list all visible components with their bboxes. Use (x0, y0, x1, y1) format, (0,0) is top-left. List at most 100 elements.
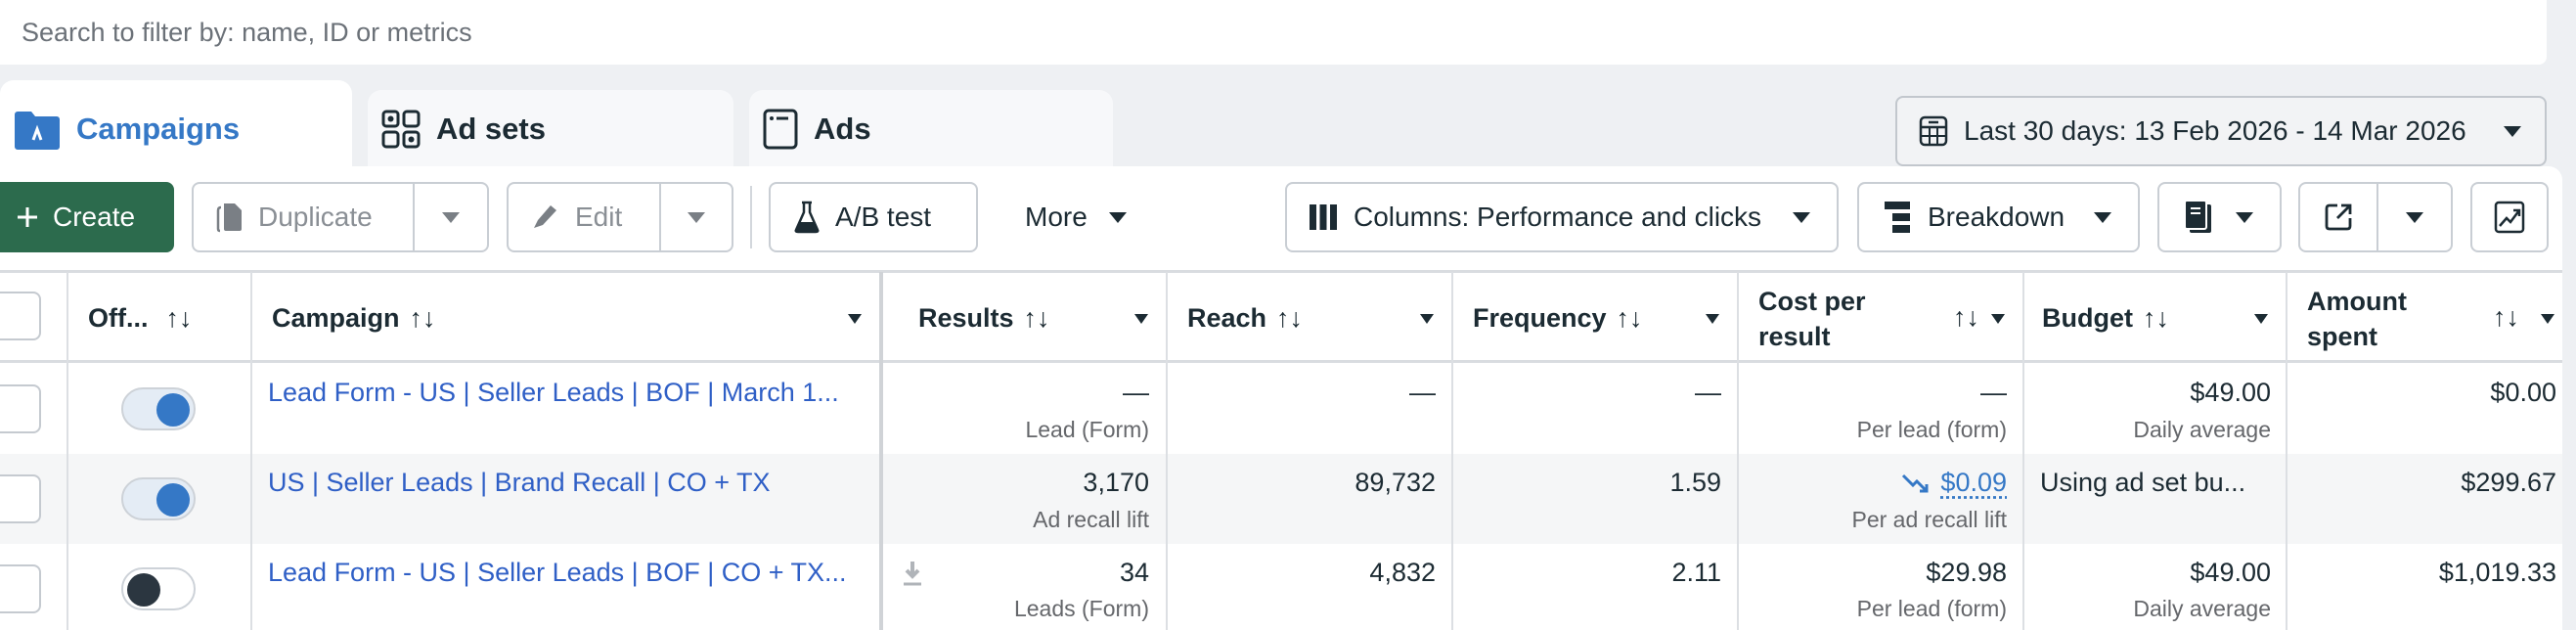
ab-test-button[interactable]: A/B test (769, 182, 978, 252)
toolbar-divider (750, 186, 752, 248)
sort-icon[interactable]: ↑↓ (165, 303, 193, 333)
column-header-off-on[interactable]: Off... ↑↓ (88, 303, 193, 333)
results-value: 34 (1119, 558, 1149, 587)
campaign-toggle[interactable] (121, 477, 196, 520)
campaign-toggle[interactable] (121, 387, 196, 430)
vertical-scrollbar[interactable] (2562, 166, 2576, 630)
ad-sets-grid-icon (381, 110, 421, 149)
column-menu-icon[interactable] (1134, 314, 1148, 324)
search-input[interactable] (0, 0, 2547, 65)
campaign-folder-icon (15, 112, 60, 150)
sort-icon[interactable]: ↑↓ (1953, 302, 1979, 332)
cost-value-link[interactable]: $0.09 (1940, 468, 2007, 497)
column-header-amount-spent[interactable]: Amount spent ↑↓ (2287, 275, 2562, 362)
column-menu-icon[interactable] (1991, 314, 2005, 324)
cost-type: Per lead (form) (1856, 596, 2007, 621)
export-dropdown[interactable] (2378, 184, 2451, 250)
column-header-campaign[interactable]: Campaign ↑↓ (252, 275, 879, 362)
export-button[interactable] (2300, 184, 2376, 250)
edit-button[interactable]: Edit (509, 202, 659, 233)
cost-value: — (1980, 378, 2007, 407)
frequency-value: — (1695, 378, 1721, 407)
tab-campaigns[interactable]: Campaigns (0, 80, 352, 178)
campaign-toggle[interactable] (121, 567, 196, 610)
flask-icon (794, 201, 820, 234)
budget-value[interactable]: $49.00 (2190, 378, 2271, 407)
budget-value[interactable]: $49.00 (2190, 558, 2271, 587)
row-checkbox[interactable] (0, 474, 41, 523)
campaign-name-link[interactable]: Lead Form - US | Seller Leads | BOF | CO… (268, 558, 847, 587)
frequency-value: 1.59 (1669, 468, 1721, 497)
sort-icon[interactable]: ↑↓ (2493, 302, 2519, 332)
column-menu-icon[interactable] (848, 314, 862, 324)
pencil-icon (534, 205, 556, 228)
budget-value[interactable]: Using ad set bu... (2040, 468, 2246, 497)
column-menu-icon[interactable] (1420, 314, 1434, 324)
duplicate-dropdown[interactable] (415, 184, 487, 250)
sort-icon[interactable]: ↑↓ (409, 303, 436, 333)
campaign-name-link[interactable]: US | Seller Leads | Brand Recall | CO + … (268, 468, 771, 497)
cost-type: Per ad recall lift (1851, 507, 2007, 532)
calendar-icon (1919, 115, 1948, 147)
row-checkbox[interactable] (0, 564, 41, 613)
plus-icon (18, 207, 37, 227)
breakdown-icon (1885, 202, 1910, 233)
edit-button-group: Edit (507, 182, 733, 252)
reports-icon (2184, 200, 2211, 233)
results-value: 3,170 (1083, 468, 1149, 497)
search-bar (0, 0, 2547, 65)
chevron-down-icon (2406, 211, 2423, 223)
export-icon (2325, 203, 2352, 231)
date-range-picker[interactable]: Last 30 days: 13 Feb 2026 - 14 Mar 2026 (1895, 96, 2547, 166)
duplicate-icon (216, 203, 242, 233)
column-header-reach[interactable]: Reach ↑↓ (1168, 275, 1451, 362)
column-header-budget[interactable]: Budget ↑↓ (2024, 275, 2286, 362)
amount-spent-value: $1,019.33 (2438, 558, 2556, 587)
reach-value: 89,732 (1355, 468, 1436, 497)
row-checkbox[interactable] (0, 384, 41, 433)
reports-button[interactable] (2157, 182, 2282, 252)
breakdown-button[interactable]: Breakdown (1857, 182, 2140, 252)
download-icon[interactable] (902, 560, 923, 587)
tab-ads[interactable]: Ads (749, 90, 1113, 168)
cost-type: Per lead (form) (1856, 417, 2007, 442)
sort-icon[interactable]: ↑↓ (2142, 303, 2169, 333)
trending-down-icon (1902, 473, 1929, 492)
campaign-name-link[interactable]: Lead Form - US | Seller Leads | BOF | Ma… (268, 378, 839, 407)
date-range-label: Last 30 days: 13 Feb 2026 - 14 Mar 2026 (1964, 115, 2466, 146)
amount-spent-value: $0.00 (2490, 378, 2556, 407)
budget-type: Daily average (2133, 417, 2271, 442)
duplicate-button[interactable]: Duplicate (194, 202, 415, 233)
sort-icon[interactable]: ↑↓ (1616, 303, 1643, 333)
tab-label: Campaigns (76, 112, 241, 146)
chevron-down-icon (2094, 211, 2112, 223)
edit-dropdown[interactable] (661, 184, 732, 250)
tab-label: Ad sets (436, 112, 546, 146)
sort-icon[interactable]: ↑↓ (1023, 303, 1050, 333)
column-menu-icon[interactable] (2541, 314, 2554, 324)
tab-ad-sets[interactable]: Ad sets (368, 90, 733, 168)
select-all-checkbox[interactable] (0, 292, 41, 340)
frequency-value: 2.11 (1671, 558, 1721, 587)
export-button-group (2298, 182, 2453, 252)
results-type: Lead (Form) (1025, 417, 1149, 442)
reach-value: — (1409, 378, 1436, 407)
reach-value: 4,832 (1369, 558, 1436, 587)
columns-button[interactable]: Columns: Performance and clicks (1285, 182, 1839, 252)
results-type: Ad recall lift (1033, 507, 1149, 532)
column-header-cost-per-result[interactable]: Cost per result ↑↓ (1739, 275, 2022, 362)
chevron-down-icon (2504, 125, 2521, 137)
amount-spent-value: $299.67 (2461, 468, 2556, 497)
column-menu-icon[interactable] (2254, 314, 2268, 324)
columns-icon (1310, 204, 1337, 230)
column-header-results[interactable]: Results ↑↓ (883, 275, 1166, 362)
chevron-down-icon (688, 211, 705, 223)
charts-button[interactable] (2470, 182, 2549, 252)
column-header-frequency[interactable]: Frequency ↑↓ (1453, 275, 1737, 362)
sort-icon[interactable]: ↑↓ (1276, 303, 1304, 333)
more-button[interactable]: More (1007, 182, 1144, 252)
chevron-down-icon (1793, 211, 1811, 223)
column-menu-icon[interactable] (1706, 314, 1719, 324)
create-button[interactable]: Create (0, 182, 174, 252)
